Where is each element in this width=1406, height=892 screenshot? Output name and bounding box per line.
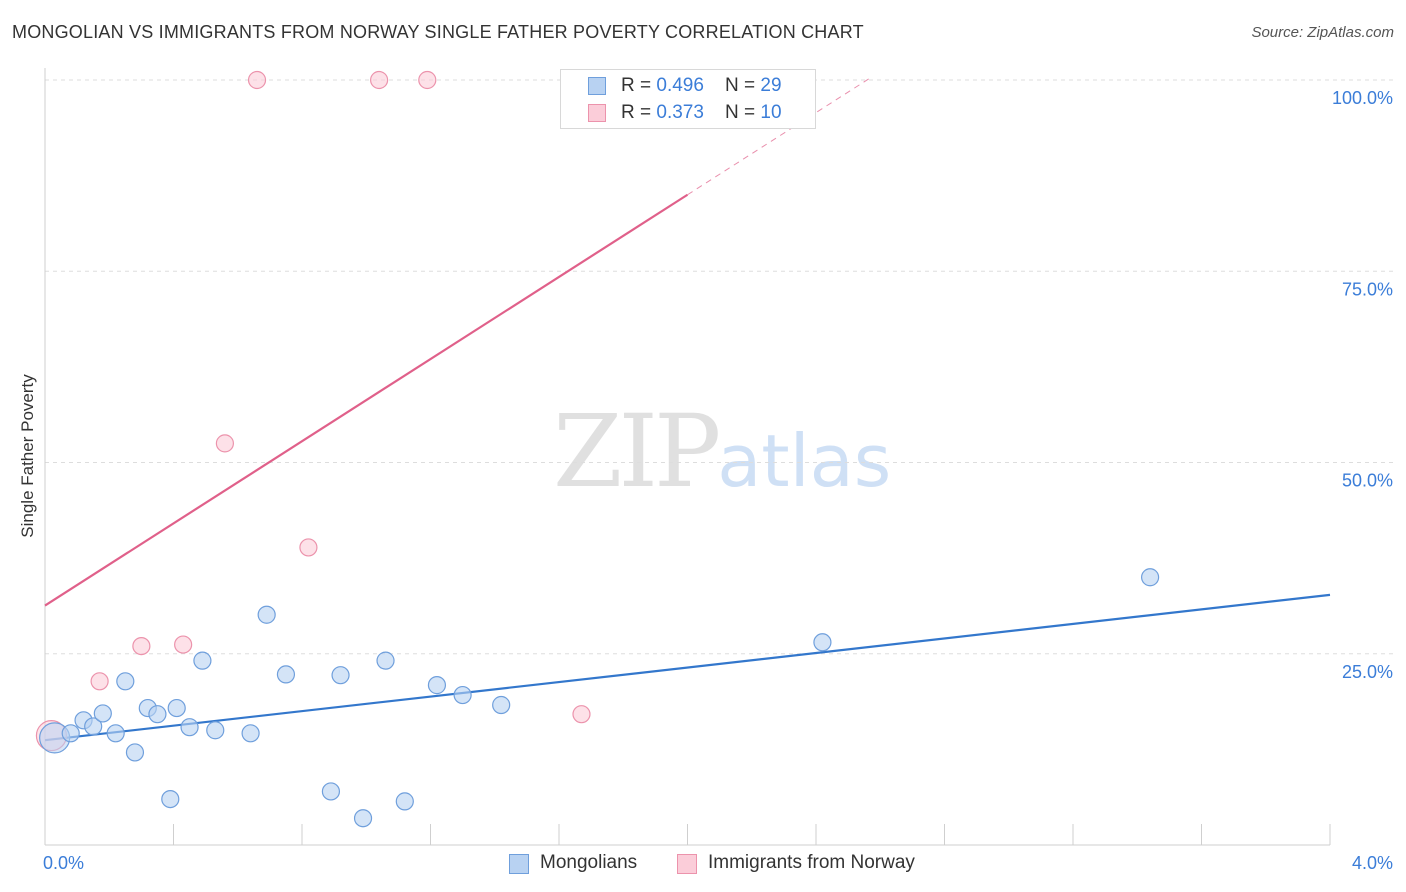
mongolians-point xyxy=(492,695,511,715)
legend-n-label: N = xyxy=(725,75,761,96)
mongolians-point xyxy=(813,633,832,652)
mongolians-point xyxy=(116,672,135,691)
mongolians-point xyxy=(395,792,414,811)
mongolians-point xyxy=(206,721,225,740)
norway-legend-swatch xyxy=(677,854,697,874)
norway-point xyxy=(299,538,318,557)
axes xyxy=(44,68,1331,846)
legend-mongolians-text: R = 0.496 N = 29 xyxy=(621,75,782,97)
mongolians-point xyxy=(376,651,395,670)
norway-swatch xyxy=(588,104,606,122)
mongolians-point xyxy=(1140,568,1160,587)
trend-lines xyxy=(44,77,1331,742)
mongolians-swatch xyxy=(588,77,606,95)
norway-point xyxy=(247,70,267,90)
watermark-zip: ZIP xyxy=(553,393,721,510)
legend-n-value: 10 xyxy=(760,102,782,123)
mongolians-point xyxy=(161,789,180,809)
norway-point xyxy=(572,705,591,724)
mongolians-point xyxy=(84,717,103,736)
source-label: Source: ZipAtlas.com xyxy=(1251,24,1394,41)
legend-mongolians-label: Mongolians xyxy=(540,852,638,873)
y-tick-label: 75.0% xyxy=(1342,279,1393,299)
y-axis-label: Single Father Poverty xyxy=(18,374,37,538)
mongolians-point xyxy=(180,718,199,737)
norway-trend-line xyxy=(44,193,689,607)
mongolians-point xyxy=(148,705,167,724)
mongolians-point xyxy=(193,651,212,670)
mongolians-point xyxy=(331,666,350,685)
norway-point xyxy=(418,70,437,90)
mongolians-point xyxy=(321,782,341,801)
mongolians-point xyxy=(93,704,112,723)
legend-norway-label: Immigrants from Norway xyxy=(708,852,915,873)
norway-point xyxy=(370,70,389,90)
norway-point xyxy=(215,434,234,453)
y-tick-label: 100.0% xyxy=(1332,88,1393,108)
correlation-legend: R = 0.496 N = 29 R = 0.373 N = 10 xyxy=(560,69,816,129)
mongolians-point xyxy=(353,809,373,828)
legend-norway-text: R = 0.373 N = 10 xyxy=(621,102,782,124)
legend-n-value: 29 xyxy=(760,75,782,96)
mongolians-point xyxy=(257,605,276,624)
x-tick-label: 4.0% xyxy=(1352,853,1393,873)
watermark-atlas: atlas xyxy=(717,419,892,503)
grid xyxy=(45,79,1393,655)
legend-r-label: R = xyxy=(621,102,657,123)
mongolians-trend-line xyxy=(44,593,1331,742)
norway-point xyxy=(174,635,193,654)
mongolians-point xyxy=(453,685,472,705)
mongolians-point xyxy=(61,724,80,743)
tick-labels: 100.0% 75.0% 50.0% 25.0% 0.0% 4.0% xyxy=(43,88,1393,873)
norway-trend-extension xyxy=(687,77,871,196)
x-tick-label: 0.0% xyxy=(43,853,84,873)
data-points xyxy=(35,70,1160,828)
legend-n-label: N = xyxy=(725,102,761,123)
mongolians-point xyxy=(276,665,296,684)
watermark: ZIPatlas xyxy=(553,402,891,502)
mongolians-legend-swatch xyxy=(509,854,529,874)
legend-r-value: 0.496 xyxy=(656,75,704,96)
norway-point xyxy=(90,672,109,691)
chart-title: MONGOLIAN VS IMMIGRANTS FROM NORWAY SING… xyxy=(12,22,864,42)
y-tick-label: 50.0% xyxy=(1342,471,1393,491)
mongolians-point xyxy=(427,676,447,695)
legend-r-label: R = xyxy=(621,75,657,96)
y-tick-label: 25.0% xyxy=(1342,662,1393,682)
norway-point xyxy=(132,636,151,656)
legend-r-value: 0.373 xyxy=(656,102,704,123)
mongolians-point xyxy=(106,724,125,743)
mongolians-point xyxy=(167,698,186,718)
mongolians-point xyxy=(241,724,260,743)
mongolians-point xyxy=(125,743,145,762)
